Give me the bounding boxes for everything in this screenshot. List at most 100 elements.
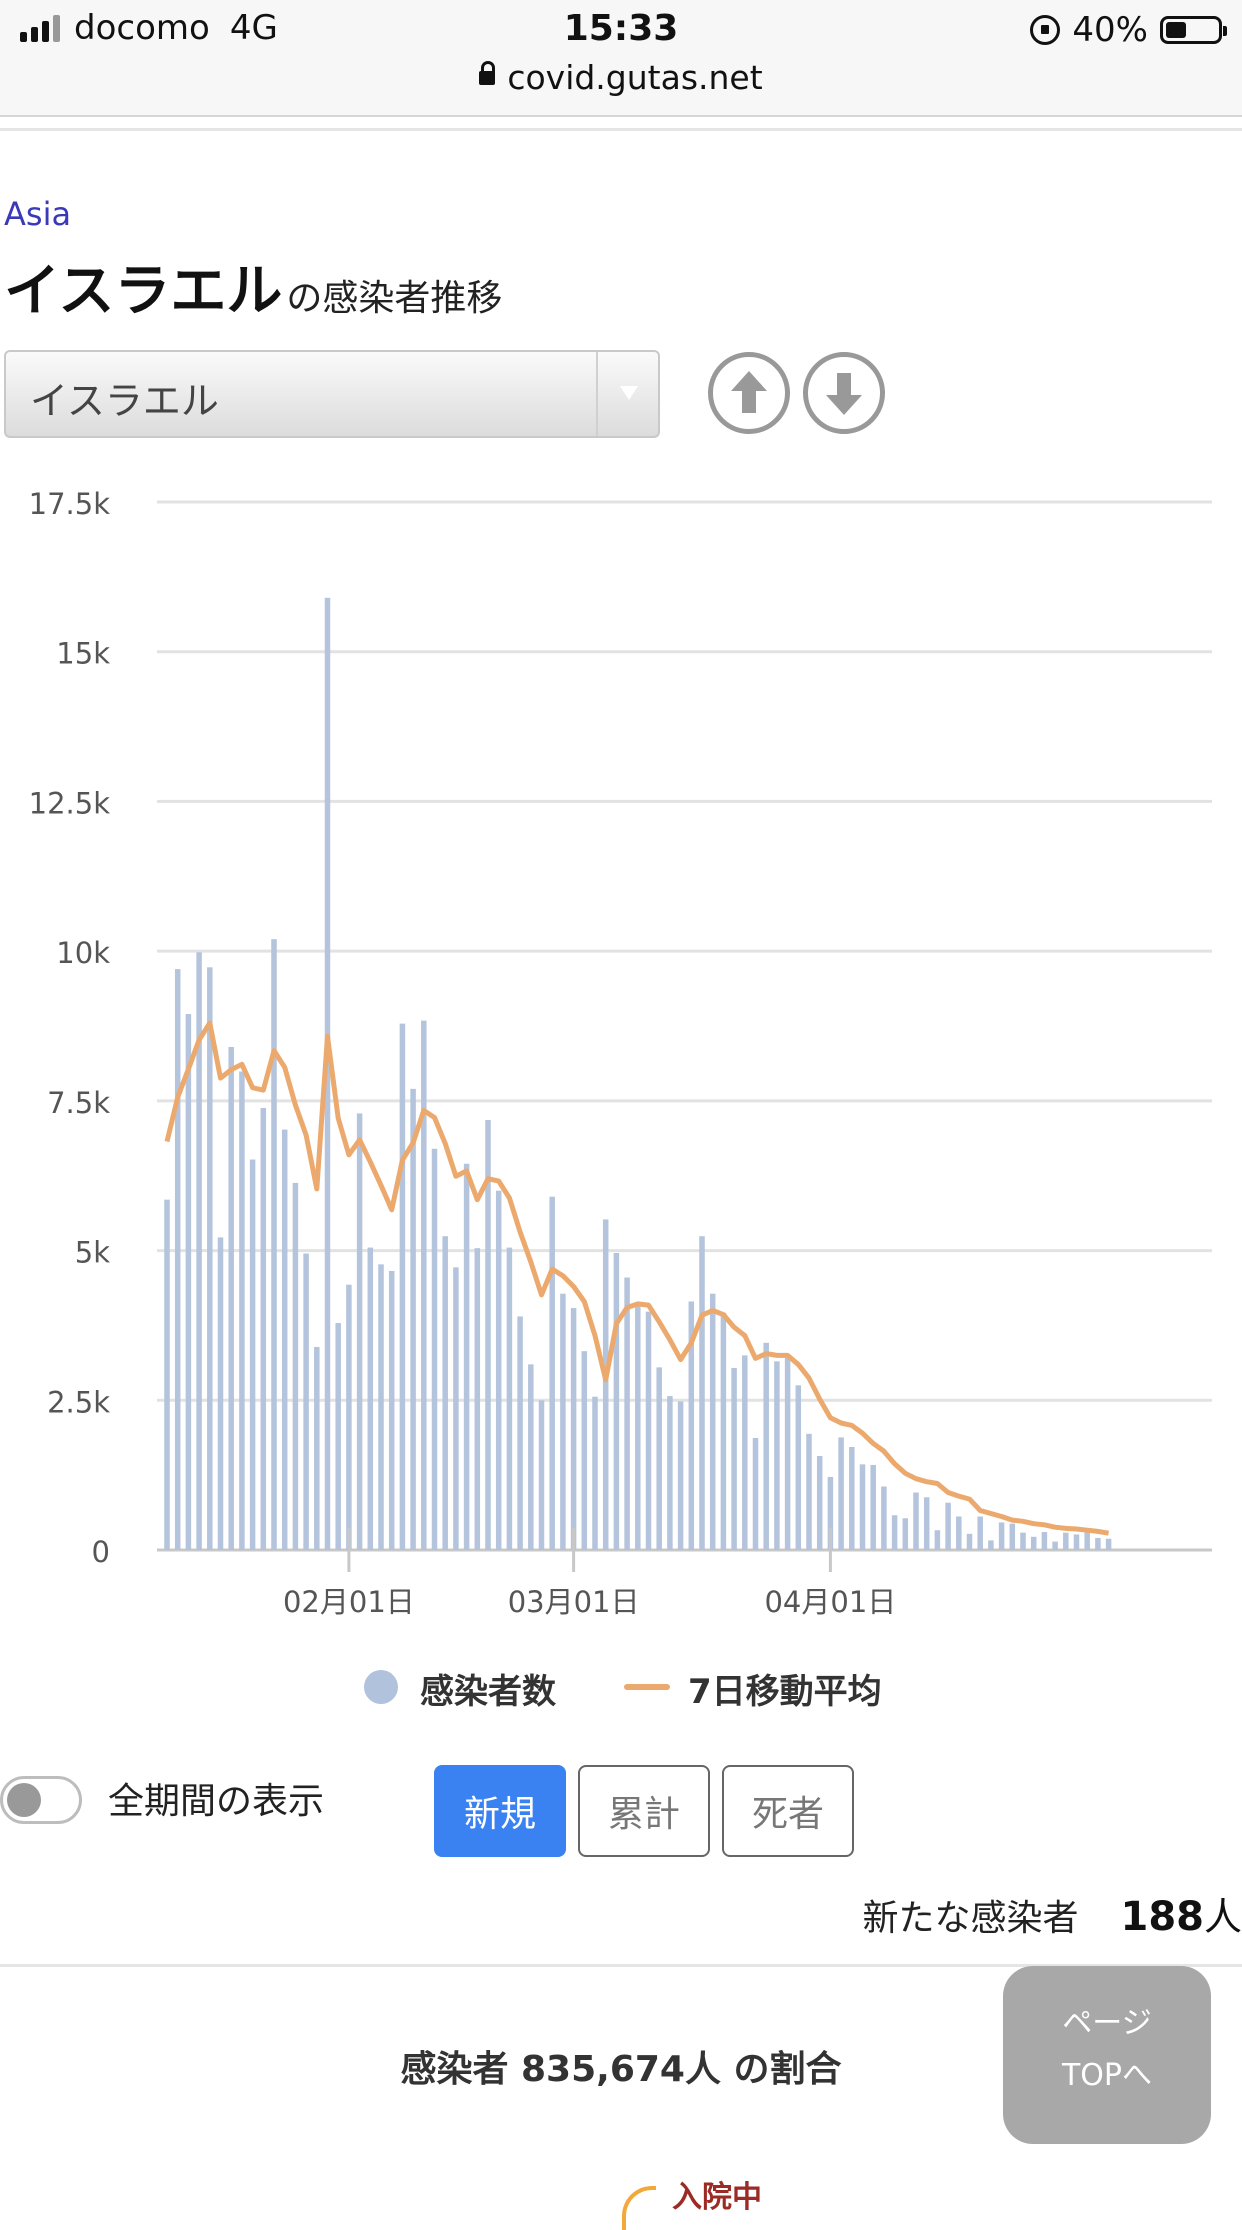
page-top-button[interactable]: ページ TOPへ <box>1003 1966 1211 2144</box>
case-bar[interactable] <box>528 1364 534 1550</box>
case-bar[interactable] <box>816 1455 823 1550</box>
case-bar[interactable] <box>742 1355 748 1550</box>
case-bar[interactable] <box>485 1120 491 1550</box>
case-bar[interactable] <box>902 1518 909 1550</box>
case-bar[interactable] <box>164 1199 170 1550</box>
case-bar[interactable] <box>977 1516 983 1550</box>
case-bar[interactable] <box>410 1088 416 1550</box>
case-bar[interactable] <box>581 1351 588 1550</box>
case-bar[interactable] <box>923 1497 930 1550</box>
case-bar[interactable] <box>570 1308 577 1550</box>
case-bar[interactable] <box>324 597 331 1550</box>
legend-avg-label[interactable]: 7日移動平均 <box>688 1672 882 1712</box>
case-bar[interactable] <box>699 1236 705 1550</box>
case-bar[interactable] <box>517 1316 523 1550</box>
case-bar[interactable] <box>784 1355 791 1550</box>
case-bar[interactable] <box>431 1148 438 1550</box>
case-bar[interactable] <box>859 1464 866 1550</box>
case-bar[interactable] <box>1073 1534 1080 1550</box>
case-bar[interactable] <box>260 1108 267 1550</box>
case-bar[interactable] <box>506 1247 513 1550</box>
case-bar[interactable] <box>1063 1532 1069 1550</box>
case-bar[interactable] <box>1095 1538 1101 1550</box>
region-link[interactable]: Asia <box>4 195 72 233</box>
case-bar[interactable] <box>827 1476 834 1550</box>
tab-cumulative[interactable]: 累計 <box>578 1765 710 1857</box>
case-bar[interactable] <box>421 1020 427 1550</box>
case-bar[interactable] <box>795 1385 802 1550</box>
case-bar[interactable] <box>217 1237 224 1550</box>
case-bar[interactable] <box>956 1516 962 1550</box>
show-all-toggle[interactable] <box>0 1776 82 1824</box>
case-bar[interactable] <box>1052 1541 1058 1550</box>
case-bar[interactable] <box>560 1293 566 1550</box>
case-bar[interactable] <box>1020 1532 1026 1550</box>
case-bar[interactable] <box>752 1438 759 1550</box>
case-bar[interactable] <box>945 1502 951 1550</box>
case-bar[interactable] <box>720 1312 727 1550</box>
case-bar[interactable] <box>442 1236 448 1550</box>
case-bar[interactable] <box>613 1252 620 1550</box>
case-bar[interactable] <box>249 1159 256 1550</box>
case-bar[interactable] <box>656 1367 662 1550</box>
case-bar[interactable] <box>356 1113 363 1550</box>
case-bar[interactable] <box>271 939 277 1550</box>
case-bar[interactable] <box>292 1182 299 1550</box>
case-bar[interactable] <box>538 1400 545 1550</box>
case-bar[interactable] <box>602 1219 609 1550</box>
case-bar[interactable] <box>281 1129 288 1550</box>
case-bar[interactable] <box>667 1396 673 1550</box>
case-bar[interactable] <box>228 1046 234 1550</box>
case-bar[interactable] <box>1084 1531 1090 1550</box>
case-bar[interactable] <box>806 1433 812 1550</box>
case-bar[interactable] <box>388 1270 395 1550</box>
case-bar[interactable] <box>870 1464 876 1550</box>
case-bar[interactable] <box>549 1196 555 1550</box>
case-bar[interactable] <box>988 1540 994 1550</box>
case-bar[interactable] <box>709 1293 716 1550</box>
case-bar[interactable] <box>838 1437 844 1550</box>
case-bar[interactable] <box>891 1515 898 1550</box>
case-bar[interactable] <box>303 1253 309 1550</box>
tab-new[interactable]: 新規 <box>434 1765 566 1857</box>
case-bar[interactable] <box>934 1530 941 1550</box>
arrow-down-circle-icon[interactable] <box>803 352 885 434</box>
case-bar[interactable] <box>1105 1538 1112 1550</box>
case-bar[interactable] <box>196 952 202 1550</box>
case-bar[interactable] <box>998 1522 1005 1550</box>
case-bar[interactable] <box>881 1486 887 1550</box>
case-bar[interactable] <box>592 1396 598 1550</box>
case-bar[interactable] <box>346 1284 352 1550</box>
case-bar[interactable] <box>774 1361 780 1550</box>
case-bar[interactable] <box>207 967 213 1550</box>
case-bar[interactable] <box>335 1323 341 1550</box>
case-bar[interactable] <box>913 1492 919 1550</box>
case-bar[interactable] <box>849 1446 855 1550</box>
case-bar[interactable] <box>463 1163 470 1550</box>
legend-cases-label[interactable]: 感染者数 <box>420 1672 556 1712</box>
case-bar[interactable] <box>624 1277 630 1550</box>
arrow-up-circle-icon[interactable] <box>708 352 790 434</box>
country-select[interactable]: イスラエル <box>4 350 660 438</box>
case-bar[interactable] <box>1030 1536 1037 1550</box>
case-bar[interactable] <box>378 1264 384 1550</box>
case-bar[interactable] <box>453 1267 459 1550</box>
case-bar[interactable] <box>677 1401 684 1550</box>
case-bar[interactable] <box>966 1533 973 1550</box>
case-bar[interactable] <box>1009 1523 1016 1550</box>
case-bar[interactable] <box>367 1247 374 1550</box>
case-bar[interactable] <box>185 1014 192 1550</box>
case-bar[interactable] <box>399 1023 406 1550</box>
case-bar[interactable] <box>239 1071 245 1550</box>
case-bar[interactable] <box>474 1248 481 1550</box>
case-bar[interactable] <box>763 1342 769 1550</box>
case-bar[interactable] <box>314 1346 320 1550</box>
case-bar[interactable] <box>635 1306 641 1550</box>
case-bar[interactable] <box>688 1301 695 1550</box>
case-bar[interactable] <box>645 1311 652 1550</box>
case-bar[interactable] <box>1041 1532 1048 1550</box>
case-bar[interactable] <box>174 969 181 1550</box>
url-bar[interactable]: covid.gutas.net <box>0 58 1242 97</box>
case-bar[interactable] <box>731 1367 737 1550</box>
case-bar[interactable] <box>495 1190 502 1550</box>
